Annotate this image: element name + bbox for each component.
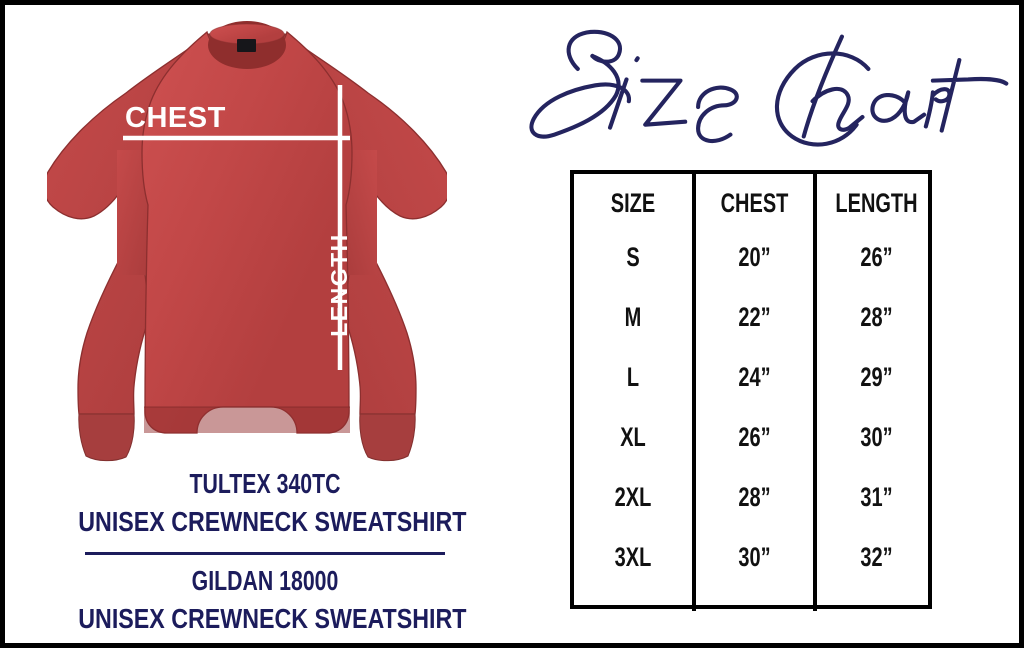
svg-text:CHEST: CHEST	[125, 102, 226, 134]
svg-text:LENGTH: LENGTH	[326, 233, 352, 337]
